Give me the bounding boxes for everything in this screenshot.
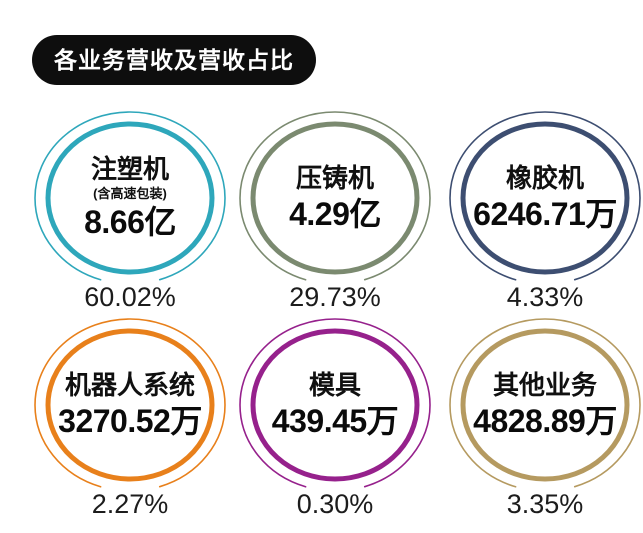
inner-ring (250, 328, 420, 482)
segment-revenue: 4.29亿 (289, 195, 381, 232)
ring-graphic (239, 111, 431, 285)
bubble-labels: 橡胶机 6246.71万 (445, 103, 643, 293)
bubble-rubber-machine: 橡胶机 6246.71万 4.33% (445, 103, 643, 313)
bubble-injection-molding: 注塑机 (含高速包装) 8.66亿 60.02% (30, 103, 230, 313)
inner-ring (250, 121, 420, 275)
bubble-labels: 压铸机 4.29亿 (235, 103, 435, 293)
segment-percent: 60.02% (84, 282, 176, 312)
segment-revenue: 4828.89万 (473, 402, 617, 439)
segment-name: 其他业务 (492, 369, 597, 400)
outer-ring (449, 111, 641, 285)
segment-percent: 0.30% (296, 489, 374, 519)
segment-percent: 4.33% (506, 282, 584, 312)
ring-graphic (34, 318, 226, 492)
inner-ring (45, 121, 215, 275)
bubble-mold: 模具 439.45万 0.30% (235, 310, 435, 520)
ring-graphic (34, 111, 226, 285)
page-title: 各业务营收及营收占比 (32, 35, 316, 85)
segment-revenue: 8.66亿 (84, 204, 176, 240)
segment-percent: 3.35% (506, 489, 584, 519)
inner-ring (45, 328, 215, 482)
ring-graphic (239, 318, 431, 492)
bubble-other-business: 其他业务 4828.89万 3.35% (445, 310, 643, 520)
outer-ring (34, 111, 226, 285)
bubble-labels: 注塑机 (含高速包装) 8.66亿 (30, 103, 230, 293)
segment-percent: 29.73% (289, 282, 381, 312)
segment-revenue: 6246.71万 (473, 195, 617, 232)
segment-name: 注塑机 (90, 154, 169, 184)
outer-ring (239, 111, 431, 285)
segment-revenue: 3270.52万 (58, 402, 202, 439)
bubble-die-casting: 压铸机 4.29亿 29.73% (235, 103, 435, 313)
inner-ring (460, 121, 630, 275)
segment-name: 压铸机 (295, 162, 374, 193)
bubble-robot-system: 机器人系统 3270.52万 2.27% (30, 310, 230, 520)
ring-graphic (449, 318, 641, 492)
segment-name: 机器人系统 (64, 369, 195, 400)
bubble-labels: 其他业务 4828.89万 (445, 310, 643, 500)
outer-ring (239, 318, 431, 492)
segment-name: 橡胶机 (505, 162, 584, 193)
segment-percent: 2.27% (91, 489, 169, 519)
outer-ring (449, 318, 641, 492)
outer-ring (34, 318, 226, 492)
bubble-labels: 模具 439.45万 (235, 310, 435, 500)
bubble-labels: 机器人系统 3270.52万 (30, 310, 230, 500)
segment-name: 模具 (308, 369, 361, 400)
inner-ring (460, 328, 630, 482)
ring-graphic (449, 111, 641, 285)
segment-subtitle: (含高速包装) (93, 186, 167, 201)
segment-revenue: 439.45万 (271, 402, 399, 439)
